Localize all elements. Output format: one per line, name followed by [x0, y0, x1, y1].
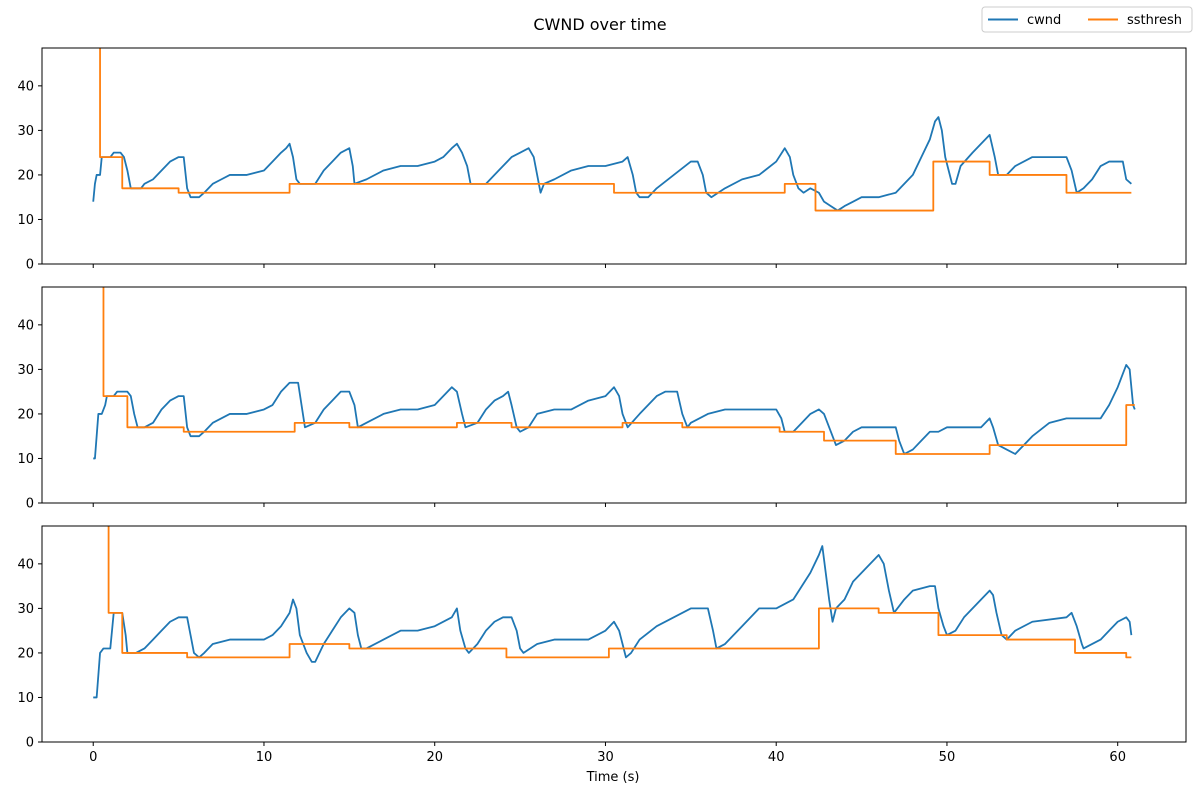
y-tick-label-1-0: 0: [26, 258, 34, 273]
y-tick-label-3-30: 30: [17, 602, 34, 617]
subplots: 0 10 20 30 40 0 10 20 30 40 0 10 20 30 40 0 10 20 30 40 50 60: [17, 47, 1187, 765]
legend: cwnd ssthresh: [981, 6, 1193, 33]
x-tick-label-40: 40: [768, 750, 785, 765]
y-tick-label-3-20: 20: [17, 646, 34, 661]
subplot-3: 0 10 20 30 40 0 10 20 30 40 50 60: [17, 525, 1187, 765]
plot-frame-1: [41, 47, 1187, 265]
y-tick-label-3-0: 0: [26, 736, 34, 751]
y-tick-label-2-20: 20: [17, 407, 34, 422]
subplot-2: 0 10 20 30 40: [17, 286, 1187, 512]
legend-box: [981, 6, 1193, 33]
plot-frame-2: [41, 286, 1187, 504]
y-tick-label-1-30: 30: [17, 124, 34, 139]
x-tick-label-60: 60: [1109, 750, 1126, 765]
subplot-1: 0 10 20 30 40: [17, 47, 1187, 273]
y-tick-label-2-30: 30: [17, 363, 34, 378]
x-axis-label: Time (s): [586, 770, 640, 785]
x-tick-label-0: 0: [89, 750, 97, 765]
y-tick-label-2-0: 0: [26, 497, 34, 512]
series-cwnd-line-3: [93, 545, 1133, 699]
y-tick-label-3-10: 10: [17, 691, 34, 706]
x-tick-label-10: 10: [256, 750, 273, 765]
x-tick-label-20: 20: [426, 750, 443, 765]
y-tick-label-3-40: 40: [17, 557, 34, 572]
chart-title: CWND over time: [533, 15, 666, 34]
series-ssthresh-line-3: [107, 526, 1132, 659]
series-ssthresh-line-2: [102, 287, 1135, 455]
y-tick-label-1-10: 10: [17, 213, 34, 228]
y-tick-label-2-40: 40: [17, 318, 34, 333]
y-tick-label-1-20: 20: [17, 168, 34, 183]
legend-label-ssthresh: ssthresh: [1127, 13, 1182, 28]
y-tick-label-1-40: 40: [17, 79, 34, 94]
x-tick-label-50: 50: [939, 750, 956, 765]
x-tick-label-30: 30: [597, 750, 614, 765]
y-tick-label-2-10: 10: [17, 452, 34, 467]
plot-frame-3: [41, 525, 1187, 743]
legend-label-cwnd: cwnd: [1027, 13, 1061, 28]
series-ssthresh-line-1: [99, 48, 1132, 212]
